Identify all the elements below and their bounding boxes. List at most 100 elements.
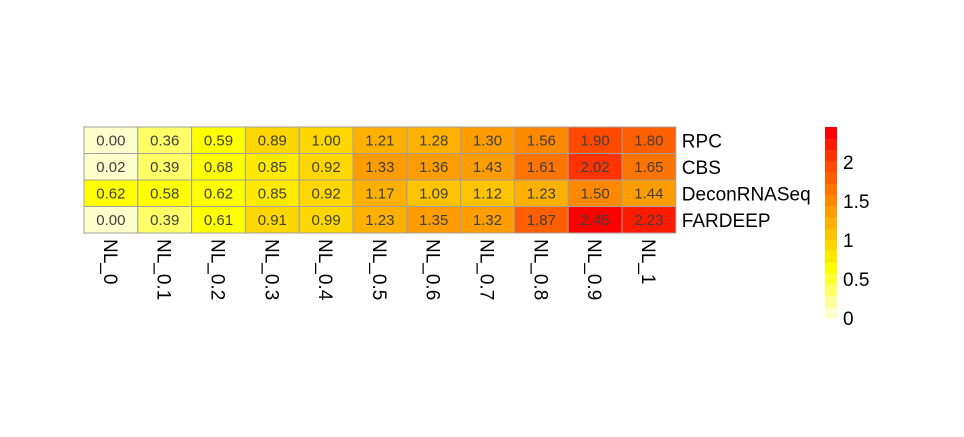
- cell-value-label: 1.09: [419, 185, 448, 202]
- heatmap-cell: [513, 179, 569, 207]
- heatmap-cell: [83, 206, 139, 234]
- column-label: NL_0.9: [583, 239, 604, 300]
- cell-value-label: 1.61: [527, 159, 556, 176]
- cell-value-label: 0.85: [258, 185, 287, 202]
- column-label: NL_0.8: [529, 239, 550, 300]
- heatmap-cell: [137, 206, 193, 234]
- heatmap-cell: [137, 126, 193, 154]
- heatmap-cell-labels: 0.00 0.36 0.59 0.89 1.00 1.21 1.28 1.30 1.56 1.90…: [96, 132, 663, 229]
- cell-value-label: 0.85: [258, 159, 287, 176]
- cell-value-label: 1.43: [473, 159, 502, 176]
- column-label: NL_0.5: [368, 239, 389, 300]
- legend-color-step: [825, 216, 837, 229]
- row-label: DeconRNASeq: [682, 184, 811, 205]
- column-label: NL_0.3: [260, 239, 281, 300]
- heatmap-cell: [621, 206, 677, 234]
- legend-color-step: [825, 306, 837, 319]
- heatmap-cell: [352, 126, 408, 154]
- cell-value-label: 1.56: [527, 132, 556, 149]
- legend-color-step: [825, 171, 837, 184]
- cell-value-label: 2.45: [580, 212, 609, 229]
- heatmap-cell: [298, 153, 354, 181]
- legend-tick-label: 0: [843, 309, 854, 330]
- cell-value-label: 0.02: [96, 159, 125, 176]
- legend-color-step: [825, 149, 837, 162]
- legend-color-step: [825, 250, 837, 263]
- column-label: NL_0.1: [153, 239, 174, 300]
- heatmap-cell: [244, 206, 300, 234]
- column-label: NL_0: [99, 239, 120, 284]
- legend-color-step: [825, 127, 837, 139]
- cell-value-label: 1.12: [473, 185, 502, 202]
- legend-color-step: [825, 273, 837, 285]
- cell-value-label: 0.39: [150, 159, 179, 176]
- heatmap-cell: [460, 126, 515, 154]
- legend-tick-label: 2: [843, 153, 854, 174]
- legend-tick-label: 1.5: [843, 192, 869, 213]
- heatmap-cell: [567, 153, 623, 181]
- cell-value-label: 1.80: [634, 132, 663, 149]
- column-labels: NL_0 NL_0.1 NL_0.2 NL_0.3 NL_0.4 NL_0.5 NL_0.6…: [99, 239, 658, 301]
- heatmap-cell: [513, 206, 569, 234]
- heatmap-cell: [460, 153, 515, 181]
- cell-value-label: 1.33: [365, 159, 394, 176]
- heatmap-cell: [406, 153, 462, 181]
- cell-value-label: 1.23: [527, 185, 556, 202]
- cell-value-label: 0.62: [96, 185, 125, 202]
- cell-value-label: 0.00: [96, 212, 125, 229]
- heatmap-cell: [352, 179, 408, 207]
- row-label: FARDEEP: [682, 211, 771, 232]
- cell-value-label: 2.23: [634, 212, 663, 229]
- cell-value-label: 0.58: [150, 185, 179, 202]
- heatmap-cell: [83, 153, 139, 181]
- legend-color-step: [825, 160, 837, 173]
- legend-tick-label: 0.5: [843, 270, 869, 291]
- cell-value-label: 0.36: [150, 132, 179, 149]
- color-legend: 0 0.5 1 1.5 2: [825, 127, 869, 330]
- heatmap-cell: [191, 153, 246, 181]
- cell-value-label: 1.50: [580, 185, 609, 202]
- row-labels: RPC CBS DeconRNASeq FARDEEP: [682, 131, 811, 232]
- heatmap-cell: [513, 153, 569, 181]
- legend-color-step: [825, 138, 837, 150]
- legend-color-step: [825, 183, 837, 195]
- cell-value-label: 1.17: [365, 185, 394, 202]
- cell-value-label: 1.90: [580, 132, 609, 149]
- legend-color-step: [825, 239, 837, 252]
- cell-value-label: 0.99: [311, 212, 340, 229]
- column-label: NL_0.7: [476, 239, 497, 300]
- heatmap-cell: [298, 206, 354, 234]
- heatmap-cells: [83, 126, 677, 234]
- column-label: NL_0.4: [314, 239, 335, 301]
- column-label: NL_0.6: [422, 239, 443, 300]
- heatmap-cell: [406, 179, 462, 207]
- legend-color-step: [825, 261, 837, 274]
- cell-value-label: 0.00: [96, 132, 125, 149]
- legend-color-step: [825, 295, 837, 308]
- cell-value-label: 1.36: [419, 159, 448, 176]
- cell-value-label: 0.68: [204, 159, 233, 176]
- cell-value-label: 1.30: [473, 132, 502, 149]
- legend-color-step: [825, 205, 837, 218]
- legend-color-step: [825, 194, 837, 207]
- cell-value-label: 1.32: [473, 212, 502, 229]
- legend-color-step: [825, 228, 837, 240]
- heatmap-cell: [83, 126, 139, 154]
- heatmap-cell: [191, 206, 246, 234]
- heatmap-cell: [621, 126, 677, 154]
- row-label: CBS: [682, 158, 721, 179]
- heatmap-cell: [621, 179, 677, 207]
- cell-value-label: 1.28: [419, 132, 448, 149]
- cell-value-label: 1.65: [634, 159, 663, 176]
- cell-value-label: 0.62: [204, 185, 233, 202]
- cell-value-label: 1.21: [365, 132, 394, 149]
- cell-value-label: 0.39: [150, 212, 179, 229]
- heatmap-cell: [406, 206, 462, 234]
- legend-tick-label: 1: [843, 231, 854, 252]
- heatmap-cell: [567, 126, 623, 154]
- cell-value-label: 1.44: [634, 185, 663, 202]
- heatmap-cell: [621, 153, 677, 181]
- heatmap-cell: [298, 179, 354, 207]
- column-label: NL_0.2: [207, 239, 228, 300]
